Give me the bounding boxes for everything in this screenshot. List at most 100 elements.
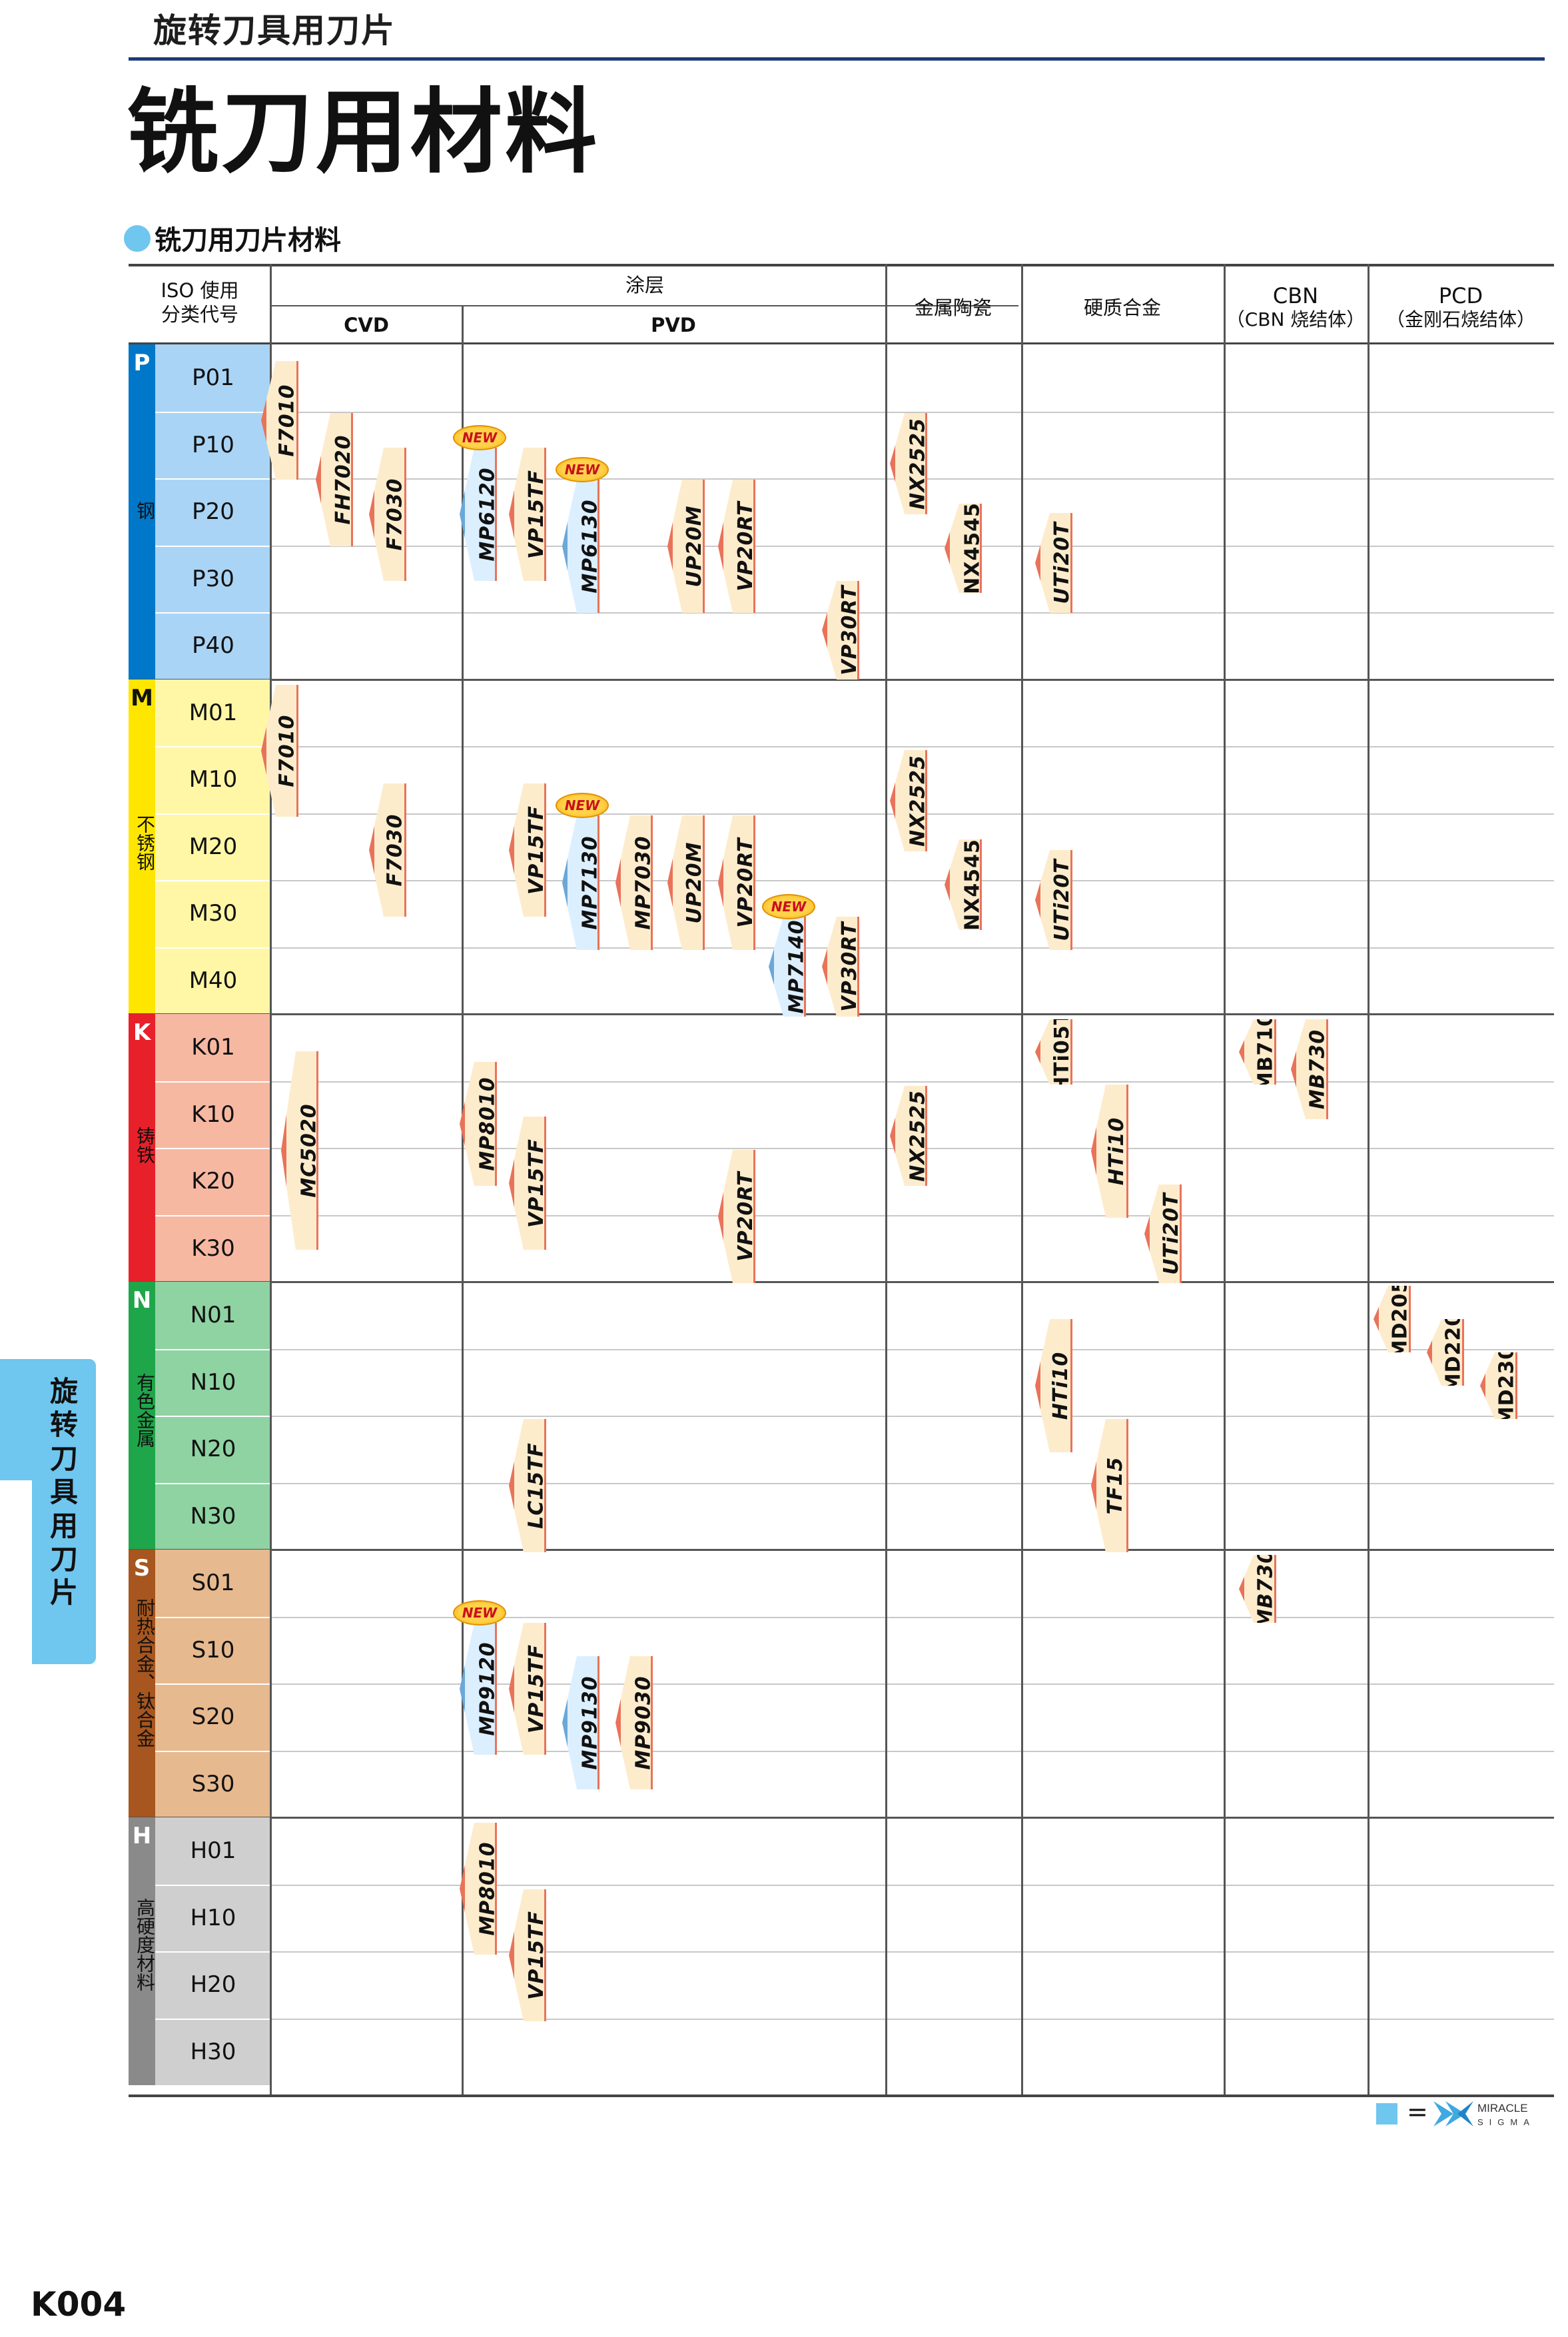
insert-chip-label: VP20RT — [734, 837, 758, 928]
row-divider — [271, 746, 1554, 747]
insert-chip-label: F7030 — [383, 813, 407, 887]
table-bottom-rule — [129, 2095, 1554, 2097]
insert-chip-label: VP15TF — [524, 1644, 548, 1733]
insert-chip-label: VP15TF — [524, 1911, 548, 2000]
insert-chip-label: MP9130 — [578, 1675, 602, 1770]
row-divider — [271, 1348, 1554, 1350]
grade-cell-p30: P30 — [155, 545, 271, 612]
insert-chip-uti20t: UTi20T — [1035, 850, 1072, 950]
row-divider — [271, 1416, 1554, 1417]
insert-chip-tf15: TF15 — [1091, 1419, 1128, 1552]
insert-chip-label: MD230 — [1495, 1344, 1519, 1427]
row-divider — [271, 880, 1554, 881]
header-divider — [129, 57, 1545, 61]
pcd-header: PCD — [1438, 283, 1483, 308]
grade-divider — [155, 1348, 271, 1350]
grade-divider — [155, 1081, 271, 1083]
group-color-card-s: S 耐热合金、钛合金 — [129, 1550, 156, 1817]
insert-chip-label: NX4545 — [961, 839, 984, 931]
insert-chip-label: UP20M — [682, 505, 706, 588]
insert-chip-f7030: F7030 — [369, 783, 406, 917]
insert-chip-label: MP9120 — [476, 1641, 500, 1736]
header-bottom-rule — [129, 342, 1554, 344]
insert-chip-hti10: HTi10 — [1035, 1319, 1072, 1452]
insert-chip-label: NX4545 — [961, 502, 984, 594]
insert-chip-hti05t: HTi05T — [1035, 1019, 1072, 1085]
group-letter: K — [133, 1019, 151, 1046]
insert-chip-label: VP20RT — [734, 501, 758, 592]
grade-cell-s30: S30 — [155, 1750, 271, 1817]
grade-cell-h30: H30 — [155, 2018, 271, 2085]
page-number: K004 — [31, 2285, 127, 2324]
insert-chip-up20m: UP20M — [667, 815, 705, 950]
grade-cell-p20: P20 — [155, 478, 271, 546]
carbide-header: 硬质合金 — [1083, 296, 1161, 319]
side-tab[interactable]: 旋 转 刀 具 用 刀 片 — [32, 1359, 96, 1664]
grade-divider — [155, 746, 271, 747]
grade-divider — [155, 1884, 271, 1886]
group-material-label: 高硬度材料 — [134, 1898, 156, 1991]
insert-chip-mp9030: MP9030 — [615, 1656, 653, 1789]
grade-divider — [155, 2018, 271, 2020]
insert-chip-label: HTi05T — [1050, 1010, 1074, 1094]
row-divider — [271, 1616, 1554, 1618]
grade-cell-n20: N20 — [155, 1416, 271, 1483]
group-letter: H — [132, 1823, 152, 1849]
insert-chip-f7030: F7030 — [369, 448, 406, 581]
insert-chip-label: MP8010 — [476, 1077, 500, 1171]
group-divider — [129, 1549, 1554, 1551]
grade-cell-k30: K30 — [155, 1214, 271, 1282]
legend-blue-square — [1376, 2103, 1397, 2124]
insert-chip-label: UTi20T — [1050, 522, 1074, 604]
grade-divider — [155, 947, 271, 949]
group-material-label: 铸铁 — [134, 1127, 156, 1164]
svg-text:SIGMA: SIGMA — [1477, 2117, 1535, 2127]
insert-chip-mp9130: MP9130 — [562, 1656, 599, 1789]
grade-divider — [155, 545, 271, 547]
insert-chip-label: MP8010 — [476, 1841, 500, 1936]
grade-divider — [155, 1951, 271, 1953]
row-divider — [271, 947, 1554, 949]
insert-chip-label: MP7140 — [785, 919, 809, 1014]
insert-chip-label: MP7130 — [578, 835, 602, 930]
grade-divider — [155, 1683, 271, 1685]
new-badge: NEW — [453, 1600, 506, 1626]
group-material-label: 不锈钢 — [134, 814, 156, 871]
insert-chip-vp15tf: VP15TF — [509, 448, 546, 581]
grade-cell-n10: N10 — [155, 1348, 271, 1416]
insert-chip-label: MP7030 — [631, 835, 655, 930]
insert-chip-label: VP30RT — [838, 921, 862, 1012]
group-letter: P — [133, 350, 151, 376]
group-material-label: 有色金属 — [134, 1373, 156, 1448]
header-title: 旋转刀具用刀片 — [153, 11, 396, 50]
insert-chip-vp15tf: VP15TF — [509, 1117, 546, 1250]
insert-chip-label: TF15 — [1104, 1456, 1128, 1515]
insert-chip-vp30rt: VP30RT — [822, 581, 859, 680]
insert-chip-label: NX2525 — [906, 755, 930, 847]
iso-header: ISO 使用 分类代号 — [161, 279, 239, 326]
grade-divider — [155, 411, 271, 413]
grade-cell-p01: P01 — [155, 344, 271, 412]
section-bullet-icon — [124, 225, 151, 252]
insert-chip-label: HTi10 — [1048, 1351, 1072, 1420]
insert-chip-vp20rt: VP20RT — [718, 815, 755, 950]
grade-cell-s01: S01 — [155, 1550, 271, 1617]
vline-cvd — [462, 305, 464, 2097]
section-title: 铣刀用刀片材料 — [155, 225, 341, 256]
coat-header: 涂层 — [625, 274, 664, 296]
insert-chip-nx2525: NX2525 — [890, 750, 927, 851]
insert-chip-label: MB730 — [1306, 1029, 1330, 1110]
group-divider — [129, 1281, 1554, 1283]
cermet-header: 金属陶瓷 — [914, 296, 992, 319]
insert-chip-mp8010: MP8010 — [460, 1823, 497, 1955]
insert-chip-label: MP6130 — [578, 499, 602, 594]
group-color-card-n: N 有色金属 — [129, 1282, 156, 1550]
pcd-subheader: （金刚石烧结体） — [1385, 308, 1535, 330]
insert-chip-label: FH7020 — [332, 434, 356, 525]
insert-chip-mp6120: MP6120 — [460, 448, 497, 581]
insert-chip-uti20t: UTi20T — [1144, 1184, 1182, 1283]
insert-chip-fh7020: FH7020 — [316, 413, 353, 546]
grade-divider — [155, 478, 271, 480]
insert-chip-label: MC5020 — [297, 1103, 321, 1198]
